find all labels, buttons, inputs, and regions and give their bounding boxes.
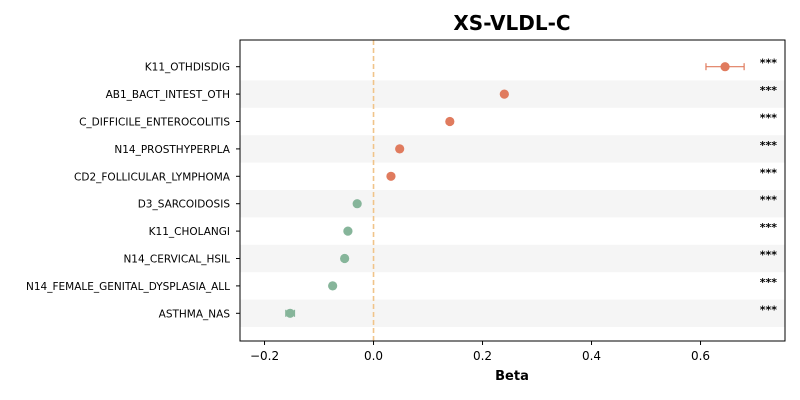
y-tick-label: CD2_FOLLICULAR_LYMPHOMA bbox=[74, 171, 231, 183]
data-point bbox=[445, 116, 455, 127]
y-tick-label: AB1_BACT_INTEST_OTH bbox=[106, 89, 230, 101]
y-tick-label: K11_OTHDISDIG bbox=[145, 62, 230, 74]
significance-label: *** bbox=[760, 276, 778, 289]
significance-label: *** bbox=[760, 139, 778, 152]
row-band bbox=[240, 244, 785, 273]
significance-label: *** bbox=[760, 194, 778, 207]
data-point bbox=[340, 253, 350, 264]
x-tick-label: 0.6 bbox=[691, 349, 710, 363]
x-tick-label: 0.4 bbox=[582, 349, 601, 363]
x-axis-label: Beta bbox=[495, 369, 529, 384]
data-point bbox=[285, 308, 295, 318]
significance-label: *** bbox=[760, 249, 778, 262]
x-axis: −0.2 0.0 0.2 0.4 0.6 bbox=[250, 341, 710, 363]
data-point bbox=[499, 89, 509, 99]
y-tick-label: N14_CERVICAL_HSIL bbox=[123, 254, 230, 266]
y-tick-label: N14_FEMALE_GENITAL_DYSPLASIA_ALL bbox=[26, 281, 230, 293]
y-tick-label: N14_PROSTHYPERPLA bbox=[114, 144, 230, 156]
data-point bbox=[395, 144, 405, 154]
significance-label: *** bbox=[760, 84, 778, 97]
data-marks bbox=[285, 62, 745, 318]
row-band bbox=[240, 80, 785, 108]
plot-frame bbox=[239, 39, 786, 342]
data-point bbox=[343, 226, 353, 236]
y-tick-label: C_DIFFICILE_ENTEROCOLITIS bbox=[79, 117, 230, 129]
row-band bbox=[240, 135, 785, 163]
data-point bbox=[328, 281, 338, 291]
significance-label: *** bbox=[760, 166, 778, 179]
x-tick-label: 0.2 bbox=[473, 349, 492, 363]
y-tick-label: D3_SARCOIDOSIS bbox=[138, 199, 231, 211]
y-tick-label: ASTHMA_NAS bbox=[159, 308, 231, 320]
significance-label: *** bbox=[760, 221, 778, 234]
x-tick-label: −0.2 bbox=[250, 349, 279, 363]
significance-label: *** bbox=[760, 57, 778, 70]
row-band bbox=[240, 190, 785, 218]
data-point bbox=[720, 62, 730, 72]
row-band bbox=[240, 299, 785, 327]
data-point bbox=[386, 171, 396, 181]
x-tick-label: 0.0 bbox=[364, 349, 383, 363]
significance-label: *** bbox=[760, 303, 778, 316]
y-tick-labels: K11_OTHDISDIG AB1_BACT_INTEST_OTH C_DIFFIC… bbox=[26, 62, 240, 320]
row-bands bbox=[240, 80, 785, 327]
y-tick-label: K11_CHOLANGI bbox=[149, 226, 230, 238]
chart-title: XS-VLDL-C bbox=[453, 11, 570, 35]
significance-labels: *** *** *** *** *** *** *** *** *** *** bbox=[760, 57, 778, 317]
data-point bbox=[352, 199, 362, 209]
significance-label: *** bbox=[760, 112, 778, 125]
